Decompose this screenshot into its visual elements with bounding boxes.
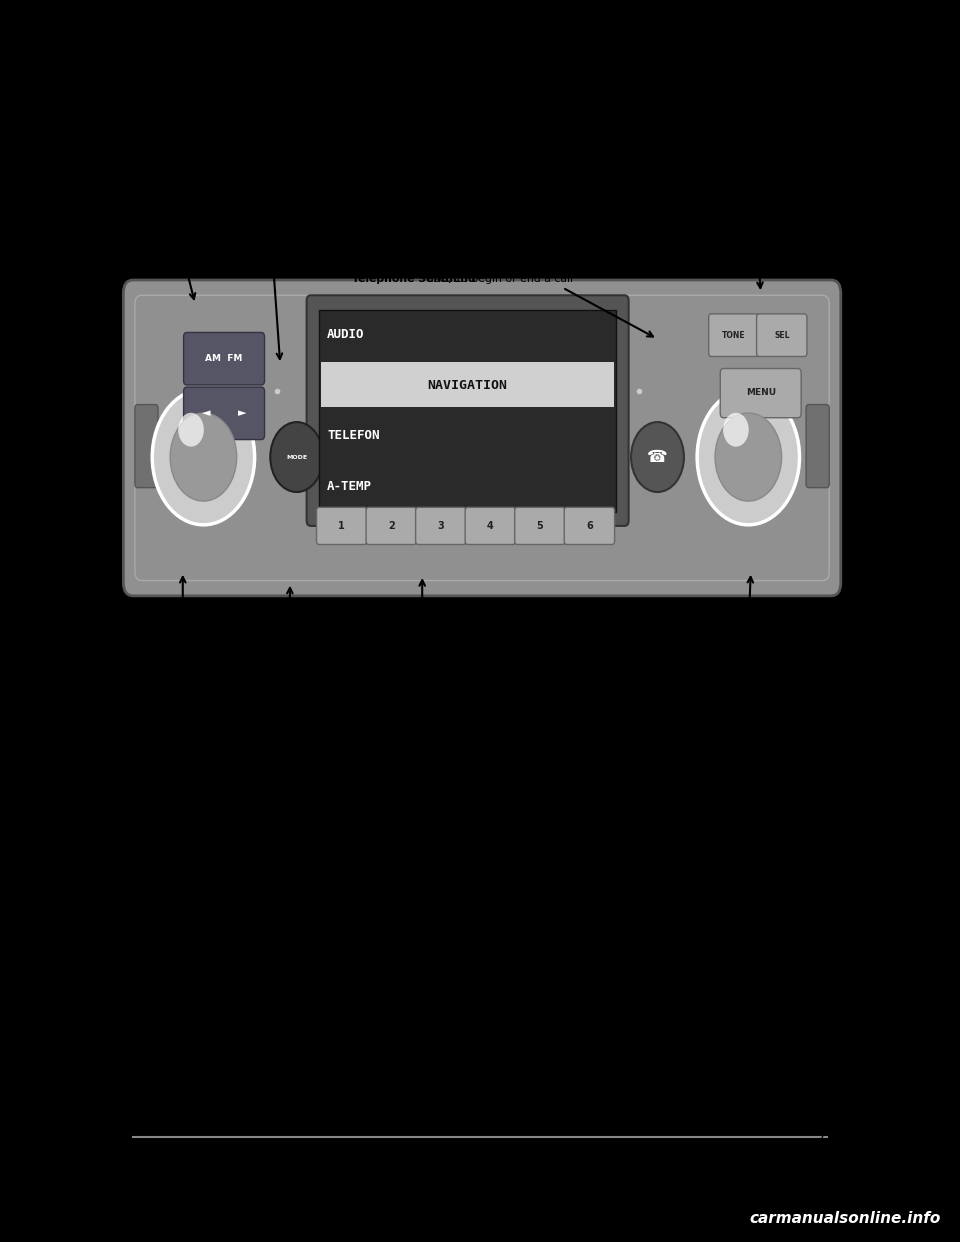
Text: 7: 7 [818,1129,827,1144]
FancyBboxPatch shape [135,405,158,488]
Text: 6: 6 [586,520,592,530]
FancyBboxPatch shape [756,314,807,356]
Text: 5: 5 [537,520,543,530]
Text: Audio Mixing: Audio Mixing [141,899,239,913]
FancyBboxPatch shape [708,314,759,356]
Text: Control Knob-: Control Knob- [588,616,672,626]
Circle shape [153,389,254,525]
Text: Menu Button-: Menu Button- [496,215,580,225]
FancyBboxPatch shape [306,296,629,525]
Text: radio volume control: radio volume control [181,616,295,626]
Text: used to control display backlight: used to control display backlight [287,255,466,265]
Text: MODE: MODE [286,455,307,460]
FancyBboxPatch shape [466,507,516,544]
Text: ►: ► [238,409,247,419]
Text: Telephone Send/End-: Telephone Send/End- [352,274,480,284]
Text: TELEFON: TELEFON [327,430,380,442]
Text: 4: 4 [487,520,493,530]
Text: ◄: ◄ [202,409,210,419]
Text: The navigation elements of the MIR will be discussed in the MK3 module.: The navigation elements of the MIR will … [141,851,629,863]
FancyBboxPatch shape [183,388,265,440]
Text: Mode Button-: Mode Button- [141,646,225,656]
Text: On-Board Computer Functions: On-Board Computer Functions [141,999,368,1011]
Text: A-TEMP: A-TEMP [327,479,372,493]
Text: 3: 3 [438,520,444,530]
FancyBboxPatch shape [123,279,841,596]
Circle shape [631,422,684,492]
Circle shape [697,389,800,525]
Circle shape [723,412,749,447]
Text: 1: 1 [338,520,345,530]
Circle shape [271,422,324,492]
Text: 2: 2 [388,520,395,530]
Text: recalls main menu for display: recalls main menu for display [544,215,706,225]
Text: Every time the MIR is switched on it looks to see if a navigation computer is in: Every time the MIR is switched on it loo… [141,714,688,801]
FancyBboxPatch shape [806,405,829,488]
FancyBboxPatch shape [366,507,417,544]
Text: NG Radios: NG Radios [777,1149,827,1159]
FancyBboxPatch shape [416,507,466,544]
Text: radio/CD: radio/CD [437,616,484,626]
FancyBboxPatch shape [322,363,613,407]
Text: Station Search Button: Station Search Button [141,215,276,225]
Circle shape [170,414,237,501]
Text: used to control
operation of systems in display: used to control operation of systems in … [638,605,809,626]
Text: MENU: MENU [746,388,776,397]
Text: Audio mixing allows the vehicle passengers to listen to navigation instructions : Audio mixing allows the vehicle passenge… [141,933,656,964]
Text: switches between radio and CD operation: switches between radio and CD operation [189,646,418,656]
Text: AM  FM: AM FM [205,354,243,363]
Circle shape [715,414,781,501]
Circle shape [179,412,204,447]
FancyBboxPatch shape [317,507,367,544]
Text: Photocell Sensor-: Photocell Sensor- [220,255,327,265]
Text: SEL: SEL [774,330,789,340]
FancyBboxPatch shape [564,507,614,544]
Text: ☎: ☎ [647,448,668,466]
Text: carmanualsonline.info: carmanualsonline.info [750,1211,941,1226]
Text: Outside temperature is the only on-board computer display possible for the Z8.: Outside temperature is the only on-board… [141,1031,612,1043]
FancyBboxPatch shape [183,333,265,385]
Text: NAVIGATION: NAVIGATION [427,379,508,391]
FancyBboxPatch shape [319,309,616,512]
Text: used to begin or end a call: used to begin or end a call [427,274,573,284]
Text: TONE: TONE [722,330,746,340]
FancyBboxPatch shape [515,507,565,544]
Text: Station Keys-: Station Keys- [385,616,467,626]
FancyBboxPatch shape [720,369,802,417]
Text: AUDIO: AUDIO [327,328,365,342]
Text: Left Knob-: Left Knob- [141,616,205,626]
